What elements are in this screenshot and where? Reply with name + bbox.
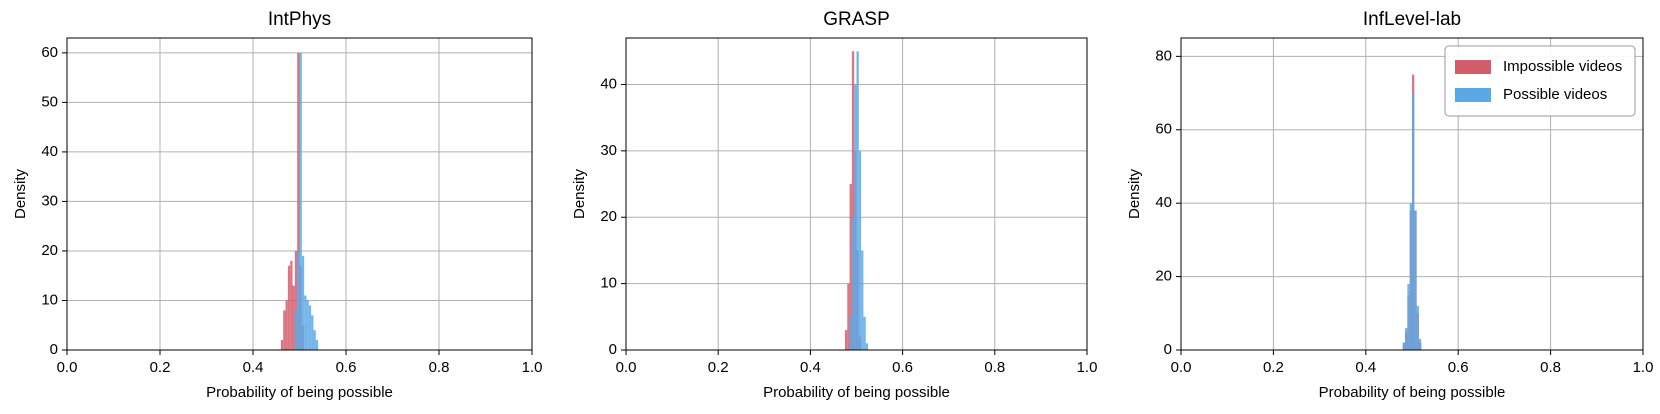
histogram-bar: [854, 84, 857, 351]
legend: Impossible videos Possible videos: [1444, 45, 1636, 117]
x-tick-label: 0.4: [243, 359, 264, 376]
histogram-bar: [844, 330, 848, 350]
histogram-bar: [315, 340, 319, 350]
chart-title: IntPhys: [268, 9, 331, 30]
histogram-bar: [304, 295, 307, 350]
histogram-bar: [299, 52, 302, 350]
histogram-bar: [1409, 203, 1412, 350]
histogram-bar: [297, 52, 300, 350]
histogram-bar: [280, 340, 284, 350]
legend-label: Impossible videos: [1503, 58, 1622, 75]
legend-swatch: [1455, 88, 1491, 102]
x-axis-label: Probability of being possible: [763, 384, 950, 401]
histogram-bar: [865, 343, 869, 350]
y-tick-label: 0: [609, 341, 617, 358]
x-tick-label: 0.8: [984, 359, 1005, 376]
plot-frame: [66, 37, 533, 351]
histogram-bar: [297, 250, 300, 350]
histogram-bar: [306, 300, 309, 350]
y-tick-label: 0: [1164, 341, 1172, 358]
histogram-bar: [1416, 305, 1419, 350]
histogram-bar: [849, 184, 852, 350]
histogram-bar: [858, 150, 862, 350]
chart-title: GRASP: [823, 9, 890, 30]
x-tick-label: 0.0: [616, 359, 637, 376]
y-axis-label: Density: [571, 168, 588, 219]
histogram-bar: [1405, 327, 1408, 350]
x-tick-label: 0.8: [1540, 359, 1561, 376]
x-tick-label: 0.2: [708, 359, 729, 376]
histogram-bar: [1418, 338, 1422, 350]
x-tick-label: 1.0: [522, 359, 543, 376]
legend-label: Possible videos: [1503, 86, 1607, 103]
x-tick-label: 0.6: [336, 359, 357, 376]
chart-title: InfLevel-lab: [1363, 9, 1461, 30]
histogram-bar: [1414, 210, 1417, 350]
histogram-bar: [1412, 93, 1415, 350]
y-tick-label: 20: [600, 208, 617, 225]
histogram-bar: [294, 310, 298, 350]
histogram-bar: [285, 300, 288, 350]
histogram-bar: [849, 316, 852, 350]
histogram-bar: [294, 250, 298, 350]
histogram-bar: [851, 51, 855, 350]
x-axis-label: Probability of being possible: [206, 384, 393, 401]
y-tick-label: 40: [41, 143, 58, 160]
histogram-bar: [283, 310, 286, 350]
y-tick-label: 30: [600, 142, 617, 159]
legend-box: [1444, 45, 1636, 117]
histogram-bar: [313, 330, 316, 350]
y-tick-label: 60: [41, 44, 58, 61]
histogram-bar: [851, 217, 855, 350]
x-tick-label: 0.0: [57, 359, 78, 376]
y-axis-label: Density: [12, 168, 29, 219]
x-tick-label: 1.0: [1633, 359, 1654, 376]
histogram-bar: [1407, 283, 1410, 350]
histogram-bar: [1402, 342, 1406, 350]
x-axis-label: Probability of being possible: [1319, 384, 1506, 401]
panel: InfLevel-lab Probability of being possibl…: [1126, 9, 1653, 401]
histogram-bar: [861, 250, 864, 350]
panel: GRASP Probability of being possible Densit…: [571, 9, 1097, 401]
histogram-bar: [301, 255, 305, 350]
x-tick-label: 0.4: [1355, 359, 1376, 376]
x-tick-label: 0.6: [892, 359, 913, 376]
x-tick-label: 1.0: [1077, 359, 1098, 376]
y-tick-label: 80: [1155, 47, 1172, 64]
histogram-bar: [856, 51, 859, 350]
x-tick-label: 0.8: [429, 359, 450, 376]
y-tick-label: 40: [1155, 194, 1172, 211]
histogram-bar: [308, 305, 312, 350]
y-tick-label: 60: [1155, 121, 1172, 138]
x-tick-label: 0.6: [1448, 359, 1469, 376]
y-tick-label: 20: [41, 242, 58, 259]
y-axis-label: Density: [1126, 168, 1143, 219]
x-tick-label: 0.4: [800, 359, 821, 376]
y-tick-label: 0: [50, 341, 58, 358]
panel: IntPhys Probability of being possible Dens…: [12, 9, 542, 401]
x-tick-label: 0.2: [150, 359, 171, 376]
plot-frame: [1180, 37, 1644, 351]
y-tick-label: 40: [600, 75, 617, 92]
histogram-bar: [287, 265, 291, 350]
histogram-bar: [292, 285, 295, 350]
legend-swatch: [1455, 60, 1491, 74]
y-tick-label: 20: [1155, 268, 1172, 285]
y-tick-label: 10: [600, 275, 617, 292]
y-tick-label: 50: [41, 93, 58, 110]
histogram-bar: [290, 260, 293, 350]
x-tick-label: 0.2: [1263, 359, 1284, 376]
y-tick-label: 30: [41, 192, 58, 209]
histogram-bar: [311, 315, 314, 350]
x-tick-label: 0.0: [1171, 359, 1192, 376]
plot-frame: [625, 37, 1088, 351]
histogram-bar: [863, 316, 866, 350]
y-tick-label: 10: [41, 291, 58, 308]
histogram-bar: [847, 283, 850, 350]
